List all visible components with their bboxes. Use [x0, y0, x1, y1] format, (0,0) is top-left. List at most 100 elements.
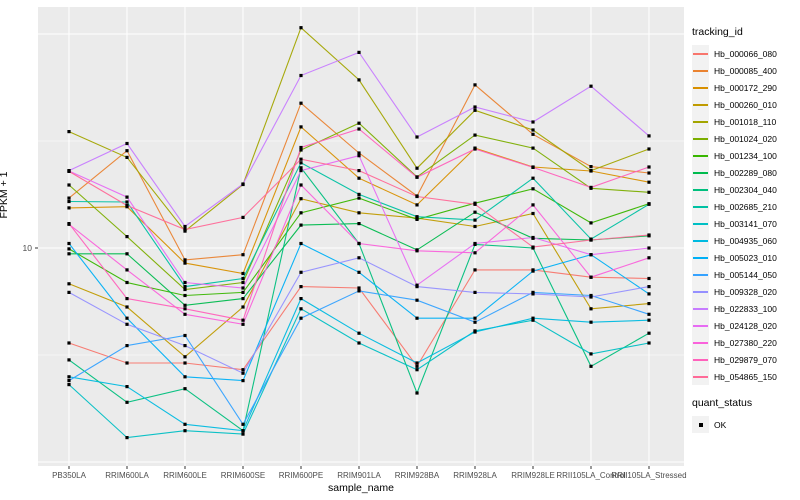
x-tick-label-RRIM600LA: RRIM600LA [105, 471, 149, 480]
legend-title-quant-status: quant_status [692, 397, 753, 409]
legend-label: Hb_005023_010 [714, 252, 777, 263]
axis-ticks [35, 247, 650, 469]
legend-line-swatch [693, 274, 708, 276]
legend-item-Hb_001024_020: Hb_001024_020 [692, 130, 800, 147]
legend-label: Hb_000085_400 [714, 65, 777, 76]
legend-items: Hb_000066_080 Hb_000085_400 Hb_000172_290 H… [692, 45, 800, 385]
legend-key-Hb_001234_100 [692, 147, 709, 164]
x-axis-tick-labels: PB350LA RRIM600LA RRIM600LE RRIM600SE RRIM60… [52, 471, 686, 480]
legend-label: Hb_002685_210 [714, 201, 777, 212]
legend-item-Hb_003141_070: Hb_003141_070 [692, 215, 800, 232]
legend-line-swatch [693, 359, 708, 361]
legend-item-Hb_054865_150: Hb_054865_150 [692, 368, 800, 385]
legend-key-Hb_009328_020 [692, 283, 709, 300]
legend-line-swatch [693, 104, 708, 106]
legend-label: Hb_054865_150 [714, 371, 777, 382]
legend-label: Hb_024128_020 [714, 320, 777, 331]
legend-title-tracking-id: tracking_id [692, 26, 743, 38]
legend-key-Hb_002685_210 [692, 198, 709, 215]
legend-label: Hb_001018_110 [714, 116, 777, 127]
legend-key-Hb_005023_010 [692, 249, 709, 266]
legend-line-swatch [693, 138, 708, 140]
legend-item-Hb_027380_220: Hb_027380_220 [692, 334, 800, 351]
legend-item-Hb_009328_020: Hb_009328_020 [692, 283, 800, 300]
legend-label: Hb_009328_020 [714, 286, 777, 297]
y-tick-10: 10 [22, 243, 32, 253]
legend-key-Hb_022833_100 [692, 300, 709, 317]
x-tick-label-RRIM928LA: RRIM928LA [453, 471, 497, 480]
legend-line-swatch [693, 240, 708, 242]
legend-key-ok [692, 416, 709, 433]
legend-line-swatch [693, 121, 708, 123]
legend-key-Hb_054865_150 [692, 368, 709, 385]
legend-item-Hb_001018_110: Hb_001018_110 [692, 113, 800, 130]
black-square-marker-icon [698, 422, 703, 427]
legend-line-swatch [693, 87, 708, 89]
x-tick-label-RRII105LA_Control: RRII105LA_Control [556, 471, 626, 480]
legend-line-swatch [693, 376, 708, 378]
legend-key-Hb_000172_290 [692, 79, 709, 96]
legend-label-ok: OK [714, 419, 727, 430]
data-points [67, 26, 651, 440]
legend-line-swatch [693, 257, 708, 259]
legend-item-Hb_000260_010: Hb_000260_010 [692, 96, 800, 113]
legend-label: Hb_000172_290 [714, 82, 777, 93]
legend-line-swatch [693, 189, 708, 191]
legend-key-Hb_001024_020 [692, 130, 709, 147]
x-tick-label-PB350LA: PB350LA [52, 471, 86, 480]
x-tick-label-RRIM600LE: RRIM600LE [163, 471, 207, 480]
legend-item-Hb_024128_020: Hb_024128_020 [692, 317, 800, 334]
legend-item-Hb_002304_040: Hb_002304_040 [692, 181, 800, 198]
legend-key-Hb_024128_020 [692, 317, 709, 334]
legend-item-Hb_022833_100: Hb_022833_100 [692, 300, 800, 317]
legend-label: Hb_001024_020 [714, 133, 777, 144]
legend-line-swatch [693, 342, 708, 344]
legend-line-swatch [693, 325, 708, 327]
legend-label: Hb_022833_100 [714, 303, 777, 314]
x-axis-title: sample_name [328, 482, 394, 494]
legend-label: Hb_027380_220 [714, 337, 777, 348]
legend-label: Hb_005144_050 [714, 269, 777, 280]
legend-key-Hb_002289_080 [692, 164, 709, 181]
legend-item-Hb_029879_070: Hb_029879_070 [692, 351, 800, 368]
x-tick-label-RRIM928LE: RRIM928LE [511, 471, 555, 480]
legend: tracking_id Hb_000066_080 Hb_000085_400 Hb… [692, 26, 800, 433]
legend-item-Hb_005144_050: Hb_005144_050 [692, 266, 800, 283]
legend-line-swatch [693, 70, 708, 72]
legend-line-swatch [693, 308, 708, 310]
legend-key-Hb_000085_400 [692, 62, 709, 79]
legend-label: Hb_000260_010 [714, 99, 777, 110]
legend-label: Hb_000066_080 [714, 48, 777, 59]
legend-line-swatch [693, 206, 708, 208]
legend-item-ok: OK [692, 416, 800, 433]
legend-line-swatch [693, 223, 708, 225]
legend-label: Hb_004935_060 [714, 235, 777, 246]
x-tick-label-RRIM901LA: RRIM901LA [337, 471, 381, 480]
y-axis-title: FPKM + 1 [0, 172, 10, 219]
legend-label: Hb_002304_040 [714, 184, 777, 195]
legend-key-Hb_029879_070 [692, 351, 709, 368]
legend-line-swatch [693, 53, 708, 55]
legend-item-Hb_002685_210: Hb_002685_210 [692, 198, 800, 215]
legend-key-Hb_002304_040 [692, 181, 709, 198]
x-tick-label-RRIM928BA: RRIM928BA [395, 471, 440, 480]
legend-quant-status: quant_status OK [692, 397, 800, 433]
x-tick-label-RRIM600SE: RRIM600SE [221, 471, 265, 480]
legend-key-Hb_003141_070 [692, 215, 709, 232]
legend-line-swatch [693, 291, 708, 293]
legend-key-Hb_005144_050 [692, 266, 709, 283]
legend-item-Hb_000085_400: Hb_000085_400 [692, 62, 800, 79]
legend-item-Hb_000172_290: Hb_000172_290 [692, 79, 800, 96]
legend-label: Hb_001234_100 [714, 150, 777, 161]
legend-key-Hb_004935_060 [692, 232, 709, 249]
legend-key-Hb_000066_080 [692, 45, 709, 62]
legend-label: Hb_003141_070 [714, 218, 777, 229]
legend-label: Hb_002289_080 [714, 167, 777, 178]
legend-key-Hb_027380_220 [692, 334, 709, 351]
y-axis-tick-label: 10 [0, 243, 32, 253]
legend-line-swatch [693, 172, 708, 174]
legend-key-Hb_001018_110 [692, 113, 709, 130]
legend-item-Hb_000066_080: Hb_000066_080 [692, 45, 800, 62]
panel-background [38, 7, 684, 466]
